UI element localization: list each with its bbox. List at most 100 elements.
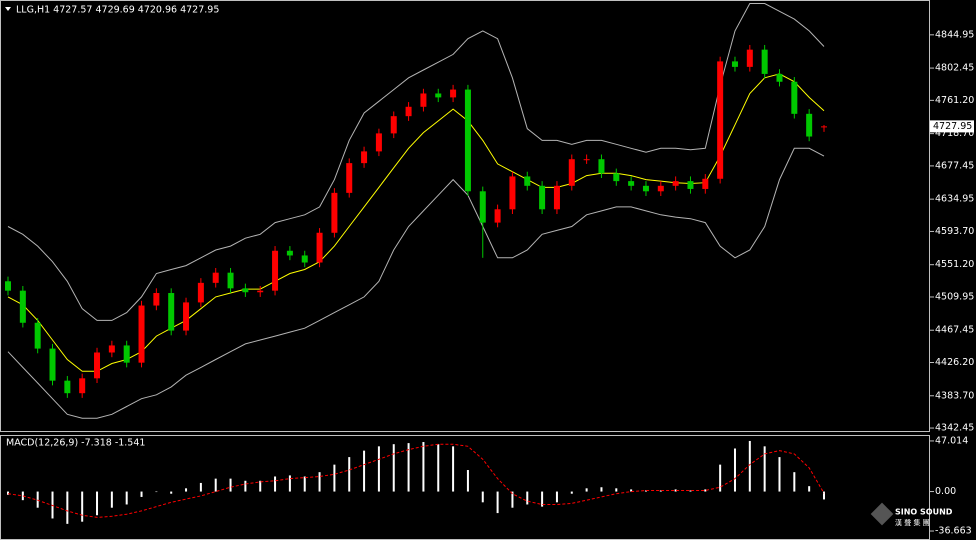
macd-bar [526, 491, 529, 505]
macd-bar [66, 491, 69, 524]
candle-body [346, 163, 353, 193]
y-tick-label: 4634.95 [935, 194, 974, 205]
menu-arrow[interactable] [5, 7, 11, 11]
candle-body [524, 176, 531, 186]
macd-bar [615, 488, 618, 492]
candle-body [272, 250, 279, 291]
macd-bar [555, 491, 558, 503]
candle-body [791, 81, 798, 114]
indicator-line [7, 147, 825, 419]
y-tick-label: 4383.70 [935, 390, 974, 401]
candle-body [583, 159, 590, 161]
macd-bar [377, 446, 380, 492]
candle-body [79, 378, 86, 394]
macd-bar [303, 476, 306, 492]
candle-body [746, 49, 753, 67]
candle-body [212, 272, 219, 283]
watermark: SINO SOUND [895, 508, 953, 517]
macd-bar [808, 486, 811, 492]
macd-bar [466, 470, 469, 492]
macd-bar [185, 488, 188, 492]
candle-body [806, 113, 813, 137]
macd-bar [511, 491, 514, 508]
candle-body [479, 191, 486, 223]
macd-bar [81, 491, 84, 522]
macd-bar [644, 490, 647, 492]
candle-body [450, 89, 457, 98]
macd-bar [452, 446, 455, 492]
macd-bar [229, 478, 232, 492]
candle-body [761, 49, 768, 74]
macd-bar [823, 491, 825, 500]
y-tick-label: 4761.20 [935, 95, 974, 106]
y-tick-label: 0.00 [935, 486, 956, 497]
macd-bar [333, 464, 336, 492]
macd-bar [793, 472, 796, 492]
macd-bar [689, 490, 692, 492]
candle-body [598, 159, 605, 174]
macd-bar [363, 450, 366, 492]
macd-bar [274, 476, 277, 492]
macd-bar [481, 491, 484, 503]
candle-body [420, 93, 427, 107]
macd-bar [600, 487, 603, 492]
y-tick-label: -36.663 [935, 526, 972, 537]
candle-body [153, 293, 160, 306]
macd-bar [125, 491, 128, 505]
macd-bar [570, 491, 573, 494]
macd-bar [170, 491, 173, 494]
macd-bar [585, 488, 588, 492]
candle-body [94, 352, 101, 379]
logo-mark [870, 502, 894, 526]
candle-body [286, 250, 293, 256]
macd-bar [288, 475, 291, 492]
y-tick-label: 47.014 [935, 435, 968, 446]
macd-bar [199, 482, 202, 492]
y-tick-label: 4802.45 [935, 63, 974, 74]
candle-body [539, 185, 546, 210]
y-tick-label: 4551.20 [935, 259, 974, 270]
candle-body [821, 126, 827, 128]
macd-bar [21, 491, 24, 501]
candle-body [375, 133, 382, 152]
candle-body [5, 281, 11, 291]
macd-bar [244, 480, 247, 492]
indicator-line [7, 73, 825, 372]
last-price-label: 4727.95 [933, 121, 972, 132]
y-tick-label: 4593.70 [935, 226, 974, 237]
macd-bar [140, 491, 143, 497]
macd-bar [719, 464, 722, 492]
candle-body [628, 181, 635, 186]
candle-body [242, 288, 249, 293]
candle-body [657, 185, 664, 192]
candle-body [494, 209, 501, 223]
candle-body [257, 290, 264, 293]
macd-bar [778, 457, 781, 492]
y-tick-label: 4677.45 [935, 160, 974, 171]
candle-body [642, 185, 649, 192]
macd-bar [422, 442, 425, 492]
candle-body [227, 272, 234, 289]
y-tick-label: 4467.45 [935, 325, 974, 336]
candle-body [776, 73, 783, 82]
candle-body [197, 282, 204, 303]
macd-bar [214, 478, 217, 492]
macd-bar [110, 491, 113, 508]
candle-body [316, 232, 323, 263]
candle-body [64, 380, 71, 394]
candle-body [390, 116, 397, 134]
candle-body [405, 106, 412, 117]
candle-body [123, 345, 130, 363]
candle-body [435, 93, 442, 98]
macd-bar [659, 490, 662, 492]
macd-bar [348, 457, 351, 492]
main-pane-frame [0, 0, 930, 432]
macd-bar [674, 489, 677, 492]
candle-body [301, 255, 308, 263]
candle-body [49, 348, 56, 381]
y-tick-label: 4844.95 [935, 29, 974, 40]
macd-bar [155, 491, 158, 493]
candle-body [168, 293, 175, 331]
watermark-sub: 漢 聲 集 團 [895, 518, 930, 527]
